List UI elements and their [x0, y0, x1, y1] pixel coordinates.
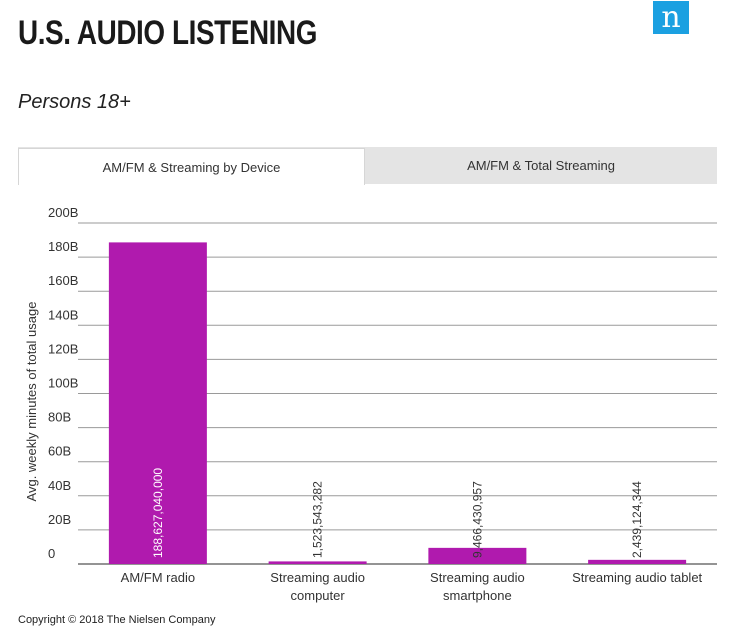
page-title: U.S. AUDIO LISTENING	[18, 14, 318, 52]
bar	[428, 547, 527, 564]
data-label: 2,439,124,344	[630, 481, 644, 558]
x-tick-label: smartphone	[443, 588, 512, 603]
y-tick-label: 120B	[48, 341, 78, 356]
tab-total-streaming[interactable]: AM/FM & Total Streaming	[467, 158, 615, 173]
tab-bar: AM/FM & Streaming by Device AM/FM & Tota…	[18, 147, 717, 185]
bar	[268, 561, 367, 564]
y-tick-label: 0	[48, 546, 55, 561]
copyright-notice: Copyright © 2018 The Nielsen Company	[18, 614, 216, 626]
y-tick-label: 80B	[48, 410, 71, 425]
x-tick-label: Streaming audio	[270, 570, 365, 585]
x-tick-label: Streaming audio tablet	[572, 570, 702, 585]
y-tick-label: 140B	[48, 307, 78, 322]
x-tick-label: computer	[291, 588, 346, 603]
bar	[588, 559, 687, 564]
nielsen-logo-icon: n	[653, 1, 689, 34]
y-tick-label: 160B	[48, 273, 78, 288]
data-label: 1,523,543,282	[311, 481, 325, 558]
y-tick-label: 40B	[48, 478, 71, 493]
chart-subtitle: Persons 18+	[18, 91, 131, 113]
y-tick-label: 200B	[48, 205, 78, 220]
bar	[108, 242, 207, 564]
y-tick-label: 20B	[48, 512, 71, 527]
y-tick-label: 180B	[48, 239, 78, 254]
data-label: 9,466,430,957	[470, 481, 484, 558]
tab-streaming-by-device[interactable]: AM/FM & Streaming by Device	[18, 148, 365, 185]
bar-chart: 0 20B 40B 60B 80B 100B 120B 140B 160B 180B 200B Avg…	[24, 205, 717, 603]
x-tick-label: AM/FM radio	[121, 570, 195, 585]
y-tick-label: 60B	[48, 444, 71, 459]
x-tick-label: Streaming audio	[430, 570, 525, 585]
y-tick-label: 100B	[48, 376, 78, 391]
data-label: 188,627,040,000	[151, 468, 165, 558]
y-axis-title: Avg. weekly minutes of total usage	[24, 302, 39, 502]
